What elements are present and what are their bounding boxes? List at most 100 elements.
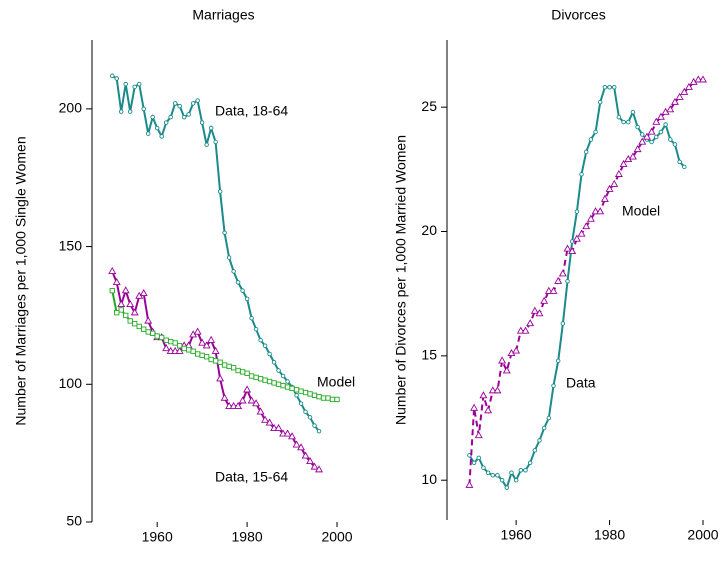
point xyxy=(112,277,121,286)
point xyxy=(658,129,664,135)
point xyxy=(303,409,308,415)
point xyxy=(186,112,191,117)
point xyxy=(481,465,486,471)
point xyxy=(150,330,156,336)
point xyxy=(513,477,519,483)
point xyxy=(334,396,340,403)
point xyxy=(132,84,137,90)
point xyxy=(172,101,178,106)
point xyxy=(123,81,128,87)
series-line xyxy=(111,271,320,471)
point xyxy=(668,137,673,142)
point xyxy=(320,395,327,401)
point xyxy=(203,354,210,360)
annotation: Model xyxy=(317,374,355,390)
point xyxy=(499,477,505,483)
x-tick-label: 1980 xyxy=(232,529,263,545)
point xyxy=(108,266,117,275)
point xyxy=(535,309,544,317)
point xyxy=(198,338,207,346)
point xyxy=(579,172,584,177)
point xyxy=(307,415,313,420)
point xyxy=(512,346,521,354)
point xyxy=(261,415,270,423)
point xyxy=(465,480,474,488)
point xyxy=(213,139,218,145)
annotation: Data, 18-64 xyxy=(215,103,288,119)
point xyxy=(244,370,250,376)
point xyxy=(302,389,309,396)
point xyxy=(298,388,304,394)
point xyxy=(163,337,169,343)
point xyxy=(532,448,538,453)
point xyxy=(202,341,211,349)
point xyxy=(289,385,295,392)
point xyxy=(226,363,232,370)
point xyxy=(276,368,281,373)
point xyxy=(614,169,623,177)
point xyxy=(199,352,205,359)
point xyxy=(518,468,524,473)
point xyxy=(675,92,684,100)
point xyxy=(521,326,530,334)
point xyxy=(217,189,223,194)
point xyxy=(488,386,497,394)
point xyxy=(563,244,572,252)
point xyxy=(288,432,297,440)
point xyxy=(231,269,236,274)
point xyxy=(626,119,631,125)
point xyxy=(312,423,317,428)
point xyxy=(136,81,142,87)
point xyxy=(284,384,291,390)
point xyxy=(656,112,665,120)
point xyxy=(267,351,272,357)
point xyxy=(275,381,282,387)
point xyxy=(172,340,178,346)
point xyxy=(177,343,183,349)
point xyxy=(474,431,483,439)
y-tick-label: 25 xyxy=(421,98,437,114)
point xyxy=(682,164,687,170)
point xyxy=(694,75,703,83)
point xyxy=(628,152,637,160)
point xyxy=(307,391,313,397)
y-axis-label: Number of Divorces per 1,000 Married Wom… xyxy=(393,135,409,425)
point xyxy=(141,106,146,112)
point xyxy=(582,222,591,230)
point xyxy=(181,114,187,120)
point xyxy=(493,386,502,394)
point xyxy=(315,465,324,473)
point xyxy=(132,321,138,327)
y-tick-label: 150 xyxy=(59,237,83,253)
point xyxy=(220,393,229,401)
point xyxy=(141,326,147,332)
point xyxy=(127,318,133,324)
point xyxy=(555,358,561,364)
point xyxy=(635,124,640,130)
point xyxy=(252,399,261,407)
point xyxy=(239,369,246,375)
point xyxy=(476,455,482,461)
point xyxy=(586,214,595,222)
point xyxy=(666,105,675,113)
point xyxy=(177,103,182,109)
point xyxy=(222,230,227,236)
point xyxy=(285,379,290,384)
point xyxy=(509,470,514,475)
point xyxy=(181,345,187,352)
point xyxy=(235,367,241,374)
point xyxy=(109,287,115,294)
point xyxy=(194,351,201,357)
point xyxy=(211,346,220,354)
point xyxy=(168,114,173,120)
point xyxy=(530,306,539,314)
point xyxy=(114,310,120,316)
point xyxy=(540,296,549,304)
y-tick-label: 15 xyxy=(421,347,437,363)
point xyxy=(298,401,304,406)
point xyxy=(253,374,259,381)
point xyxy=(577,229,586,237)
point xyxy=(130,308,139,316)
point xyxy=(145,131,151,136)
